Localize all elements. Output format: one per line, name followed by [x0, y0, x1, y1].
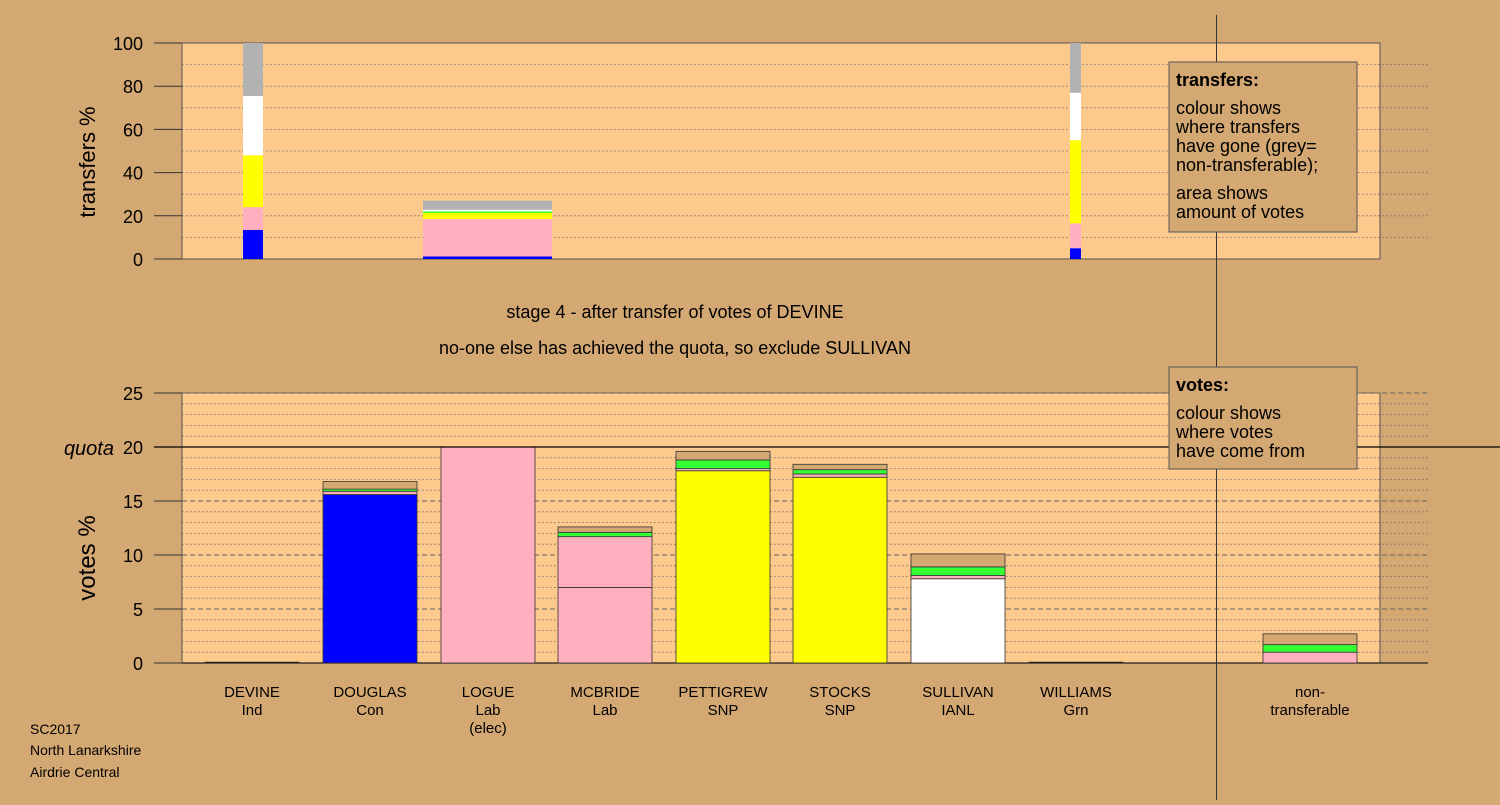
- vote-segment: [792, 473, 888, 478]
- transfers-info-line: have gone (grey=: [1176, 136, 1317, 156]
- transfer-segment: [1070, 140, 1081, 224]
- transfer-segment: [243, 207, 263, 230]
- quota-label: quota: [64, 438, 114, 460]
- votes-info-line: colour shows: [1176, 403, 1281, 423]
- candidate-name-label: LOGUE: [462, 684, 515, 701]
- vote-segment: [910, 578, 1006, 664]
- vote-segment: [557, 526, 653, 533]
- footer-line1: SC2017: [30, 721, 81, 737]
- candidate-name-label: MCBRIDE: [570, 684, 639, 701]
- candidate-name-label: WILLIAMS: [1040, 684, 1112, 701]
- transfers-info-line: area shows: [1176, 183, 1268, 203]
- votes-info-box-bg: [1168, 366, 1358, 470]
- candidate-note-label: (elec): [469, 720, 507, 737]
- vote-segment: [910, 575, 1006, 580]
- transfers-info-line: colour shows: [1176, 98, 1281, 118]
- candidate-party-label: Lab: [592, 702, 617, 719]
- candidate-party-label: SNP: [825, 702, 856, 719]
- vote-segment: [1262, 651, 1358, 664]
- vote-segment: [910, 566, 1006, 576]
- tick-label: 100: [113, 34, 143, 54]
- transfer-segment: [423, 256, 552, 259]
- transfer-segment: [423, 211, 552, 213]
- transfer-segment: [1070, 223, 1081, 249]
- transfer-segment: [1070, 248, 1081, 259]
- vote-segment: [557, 536, 653, 588]
- tick-label: 80: [123, 77, 143, 97]
- transfer-segment: [423, 209, 552, 212]
- vote-segment: [792, 469, 888, 475]
- votes-y-axis-label: votes %: [74, 515, 101, 600]
- transfer-segment: [243, 155, 263, 208]
- vote-segment: [910, 553, 1006, 568]
- transfer-segment: [423, 219, 552, 257]
- stage-text-line2: no-one else has achieved the quota, so e…: [439, 338, 911, 358]
- candidate-labels: DEVINEIndDOUGLASConLOGUELab(elec)MCBRIDE…: [224, 684, 1350, 737]
- candidate-party-label: Grn: [1063, 702, 1088, 719]
- transfer-segment: [243, 229, 263, 259]
- transfers-info-box: transfers: colour shows where transfers …: [1168, 61, 1358, 233]
- vote-segment: [1262, 633, 1358, 646]
- candidate-name-label: SULLIVAN: [922, 684, 993, 701]
- votes-bars: [205, 446, 1358, 664]
- candidate-party-label: Con: [356, 702, 384, 719]
- transfer-segment: [423, 212, 552, 220]
- transfers-bars: [243, 43, 1081, 259]
- transfers-info-line: where transfers: [1175, 117, 1300, 137]
- candidate-name-label: DOUGLAS: [333, 684, 406, 701]
- transfer-segment: [243, 43, 263, 96]
- vote-segment: [557, 587, 653, 664]
- transfers-y-ticks: 0 20 40 60 80 100: [113, 34, 182, 270]
- transfer-segment: [1070, 43, 1081, 93]
- tick-label: 5: [133, 600, 143, 620]
- tick-label: 0: [133, 250, 143, 270]
- tick-label: 60: [123, 120, 143, 140]
- vote-segment: [322, 481, 418, 490]
- tick-label: 0: [133, 654, 143, 674]
- candidate-name-label: STOCKS: [809, 684, 870, 701]
- candidate-party-label: Lab: [475, 702, 500, 719]
- transfer-segment: [423, 200, 552, 210]
- tick-label: 40: [123, 164, 143, 184]
- vote-segment: [1262, 644, 1358, 653]
- vote-segment: [675, 470, 771, 664]
- vote-segment: [675, 450, 771, 461]
- vote-segment: [322, 494, 418, 664]
- tick-label: 15: [123, 492, 143, 512]
- tick-label: 25: [123, 384, 143, 404]
- candidate-party-label: SNP: [708, 702, 739, 719]
- vote-segment: [557, 531, 653, 538]
- vote-segment: [792, 476, 888, 664]
- nontransferable-label: non-: [1295, 684, 1325, 701]
- stage-text-line1: stage 4 - after transfer of votes of DEV…: [506, 302, 843, 322]
- candidate-party-label: IANL: [941, 702, 974, 719]
- transfers-info-line: non-transferable);: [1176, 155, 1318, 175]
- tick-label: 10: [123, 546, 143, 566]
- votes-y-ticks: 0 5 10 15 20 25: [123, 384, 182, 674]
- transfers-info-box-bg: [1168, 61, 1358, 233]
- transfer-segment: [243, 95, 263, 156]
- votes-info-line: have come from: [1176, 441, 1305, 461]
- vote-segment: [792, 463, 888, 471]
- nontransferable-label: transferable: [1270, 702, 1349, 719]
- transfer-segment: [1070, 92, 1081, 141]
- vote-segment: [322, 490, 418, 495]
- transfers-info-title: transfers:: [1176, 70, 1259, 90]
- candidate-name-label: PETTIGREW: [678, 684, 768, 701]
- votes-info-title: votes:: [1176, 375, 1229, 395]
- votes-info-box: votes: colour shows where votes have com…: [1168, 366, 1358, 470]
- transfers-y-axis-label: transfers %: [75, 106, 100, 217]
- candidate-name-label: DEVINE: [224, 684, 280, 701]
- footer-line3: Airdrie Central: [30, 764, 119, 780]
- votes-info-line: where votes: [1175, 422, 1273, 442]
- footer-line2: North Lanarkshire: [30, 742, 141, 758]
- tick-label: 20: [123, 438, 143, 458]
- tick-label: 20: [123, 207, 143, 227]
- transfers-info-line: amount of votes: [1176, 202, 1304, 222]
- vote-segment: [675, 459, 771, 469]
- candidate-party-label: Ind: [242, 702, 263, 719]
- vote-segment: [440, 446, 536, 664]
